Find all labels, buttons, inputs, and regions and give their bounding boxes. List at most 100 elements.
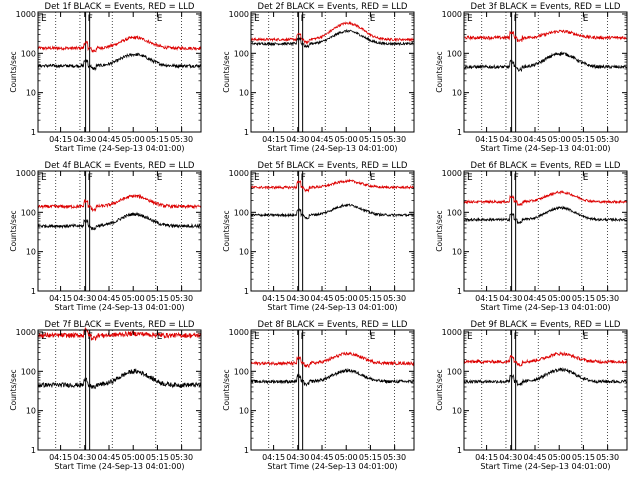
x-tick-label: 05:30 bbox=[596, 135, 619, 144]
f-marker-label: F bbox=[514, 14, 519, 24]
detector-panel-6: Det 6f BLACK = Events, RED = LLD E F E 1 10 10… bbox=[435, 161, 628, 312]
y-axis-label: Counts/sec bbox=[222, 51, 231, 92]
x-tick-label: 05:30 bbox=[596, 294, 619, 303]
y-tick-label: 1 bbox=[31, 446, 36, 455]
y-tick-label: 100 bbox=[447, 49, 462, 58]
x-tick-label: 05:00 bbox=[335, 453, 358, 462]
f-marker-label: F bbox=[88, 14, 93, 24]
x-tick-label: 04:45 bbox=[97, 135, 120, 144]
x-tick-label: 04:45 bbox=[523, 453, 546, 462]
x-tick-label: 05:00 bbox=[548, 294, 571, 303]
x-tick-label: 05:00 bbox=[122, 135, 145, 144]
x-tick-label: 04:45 bbox=[523, 294, 546, 303]
f-marker-label: F bbox=[514, 173, 519, 183]
f-marker-label: F bbox=[301, 14, 306, 24]
plot-frame bbox=[37, 11, 202, 133]
y-tick-label: 1000 bbox=[16, 169, 36, 178]
y-tick-label: 100 bbox=[447, 367, 462, 376]
f-marker-label: F bbox=[301, 173, 306, 183]
f-marker-label: F bbox=[301, 332, 306, 342]
detector-panel-5: Det 5f BLACK = Events, RED = LLD E F E 1 10 10… bbox=[222, 161, 415, 312]
y-tick-label: 10 bbox=[452, 407, 462, 416]
x-tick-label: 04:30 bbox=[73, 294, 96, 303]
e-marker-left-label: E bbox=[254, 14, 260, 24]
events-series-line bbox=[37, 52, 202, 72]
f-marker-label: F bbox=[514, 332, 519, 342]
y-tick-label: 1000 bbox=[229, 328, 249, 337]
x-tick-label: 04:15 bbox=[475, 453, 498, 462]
plot-frame bbox=[250, 170, 415, 292]
x-tick-label: 05:00 bbox=[548, 453, 571, 462]
x-tick-label: 05:15 bbox=[359, 453, 382, 462]
e-marker-left-label: E bbox=[467, 14, 473, 24]
lld-series-line bbox=[463, 29, 628, 43]
x-tick-label: 04:45 bbox=[310, 294, 333, 303]
y-tick-label: 100 bbox=[234, 367, 249, 376]
x-tick-label: 05:00 bbox=[335, 294, 358, 303]
x-tick-label: 05:30 bbox=[383, 294, 406, 303]
y-tick-label: 1 bbox=[31, 287, 36, 296]
y-tick-label: 10 bbox=[239, 407, 249, 416]
plot-frame bbox=[37, 170, 202, 292]
e-marker-right-label: E bbox=[370, 173, 376, 183]
y-tick-label: 1000 bbox=[229, 169, 249, 178]
x-tick-label: 04:30 bbox=[286, 294, 309, 303]
plot-frame bbox=[250, 329, 415, 451]
y-tick-label: 100 bbox=[234, 208, 249, 217]
y-tick-label: 10 bbox=[239, 89, 249, 98]
x-tick-label: 04:45 bbox=[523, 135, 546, 144]
y-tick-label: 100 bbox=[21, 208, 36, 217]
events-series-line bbox=[463, 50, 628, 73]
x-tick-label: 05:30 bbox=[383, 135, 406, 144]
e-marker-left-label: E bbox=[41, 14, 47, 24]
x-axis-label: Start Time (24-Sep-13 04:01:00) bbox=[54, 303, 184, 312]
y-axis-label: Counts/sec bbox=[9, 210, 18, 251]
lld-series-line bbox=[250, 351, 415, 369]
x-tick-label: 05:15 bbox=[146, 294, 169, 303]
y-axis-label: Counts/sec bbox=[435, 210, 444, 251]
x-axis-label: Start Time (24-Sep-13 04:01:00) bbox=[54, 462, 184, 471]
x-tick-label: 05:30 bbox=[170, 135, 193, 144]
x-tick-label: 04:30 bbox=[286, 135, 309, 144]
y-axis-label: Counts/sec bbox=[9, 369, 18, 410]
e-marker-left-label: E bbox=[467, 173, 473, 183]
x-tick-label: 04:15 bbox=[49, 294, 72, 303]
x-axis-label: Start Time (24-Sep-13 04:01:00) bbox=[480, 144, 610, 153]
y-axis-label: Counts/sec bbox=[222, 210, 231, 251]
e-marker-left-label: E bbox=[41, 332, 47, 342]
x-axis-label: Start Time (24-Sep-13 04:01:00) bbox=[267, 303, 397, 312]
x-tick-label: 04:15 bbox=[475, 135, 498, 144]
x-tick-label: 05:30 bbox=[170, 453, 193, 462]
y-tick-label: 1000 bbox=[442, 328, 462, 337]
y-tick-label: 1 bbox=[457, 287, 462, 296]
y-tick-label: 100 bbox=[21, 367, 36, 376]
x-tick-label: 04:45 bbox=[310, 135, 333, 144]
y-tick-label: 10 bbox=[26, 89, 36, 98]
panel-title: Det 8f BLACK = Events, RED = LLD bbox=[258, 320, 408, 330]
y-axis-label: Counts/sec bbox=[435, 369, 444, 410]
lld-series-line bbox=[463, 350, 628, 367]
x-tick-label: 05:00 bbox=[122, 294, 145, 303]
lld-series-line bbox=[37, 35, 202, 54]
e-marker-left-label: E bbox=[41, 173, 47, 183]
panel-title: Det 5f BLACK = Events, RED = LLD bbox=[258, 161, 408, 171]
plot-frame bbox=[250, 11, 415, 133]
y-tick-label: 1 bbox=[457, 446, 462, 455]
x-tick-label: 05:15 bbox=[572, 453, 595, 462]
panel-title: Det 2f BLACK = Events, RED = LLD bbox=[258, 2, 408, 12]
y-tick-label: 1 bbox=[244, 128, 249, 137]
panel-title: Det 6f BLACK = Events, RED = LLD bbox=[471, 161, 621, 171]
x-tick-label: 04:30 bbox=[73, 135, 96, 144]
e-marker-right-label: E bbox=[583, 332, 589, 342]
plot-frame bbox=[37, 329, 202, 451]
x-tick-label: 04:45 bbox=[97, 453, 120, 462]
detector-panel-1: Det 1f BLACK = Events, RED = LLD E F E 1 10 10… bbox=[9, 2, 202, 153]
y-tick-label: 1000 bbox=[442, 10, 462, 19]
y-tick-label: 100 bbox=[447, 208, 462, 217]
y-tick-label: 10 bbox=[26, 248, 36, 257]
x-tick-label: 05:15 bbox=[572, 294, 595, 303]
detector-panel-4: Det 4f BLACK = Events, RED = LLD E F E 1 10 10… bbox=[9, 161, 202, 312]
x-tick-label: 04:30 bbox=[286, 453, 309, 462]
y-tick-label: 1000 bbox=[16, 328, 36, 337]
events-series-line bbox=[37, 211, 202, 231]
